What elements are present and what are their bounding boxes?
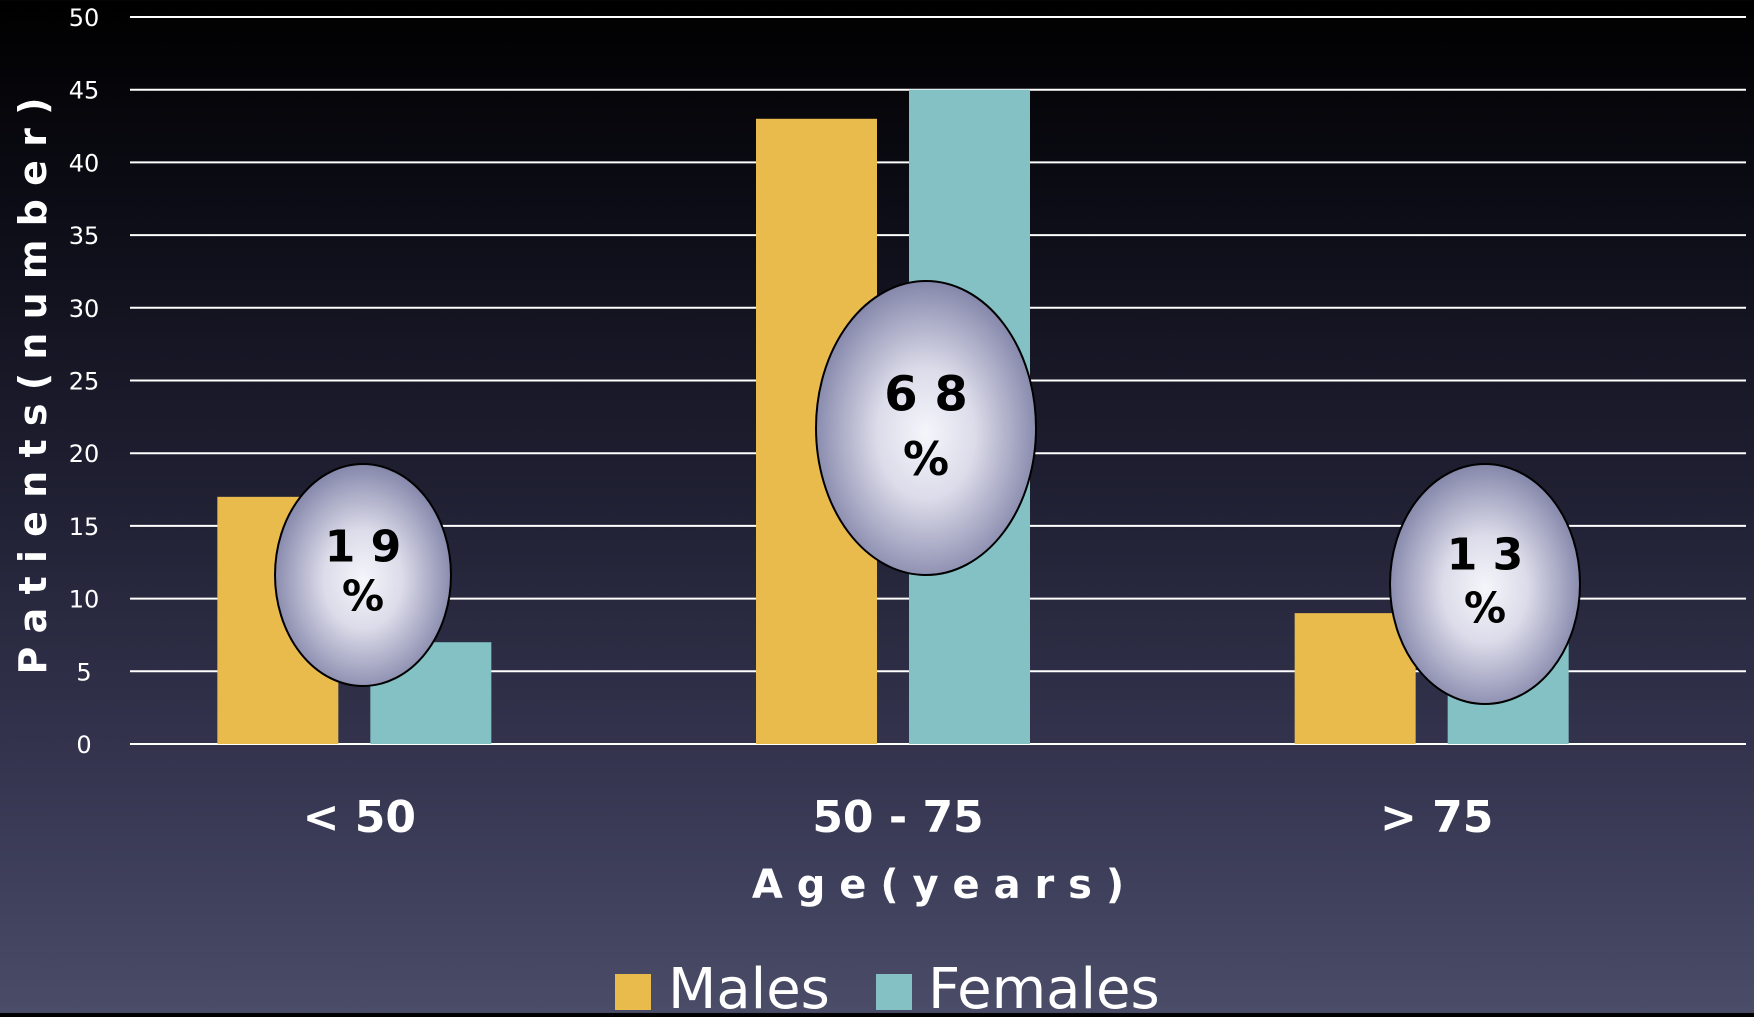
y-axis-ticks: 0 5 10 15 20 25 30 35 40 45 50	[69, 4, 100, 759]
x-axis-ticks: < 50 50 - 75 > 75	[303, 792, 1494, 843]
y-tick-label: 10	[69, 586, 100, 614]
bubble-percent: %	[903, 432, 949, 486]
bubble-number: 6 8	[884, 366, 968, 422]
x-tick-label: 50 - 75	[812, 792, 983, 843]
percent-bubble: 1 9%	[274, 463, 452, 687]
percent-bubbles: 1 9%6 8%1 3%	[274, 280, 1581, 705]
legend: Males Females	[615, 957, 1160, 1017]
bubble-number: 1 3	[1447, 530, 1524, 581]
y-tick-label: 50	[69, 4, 100, 32]
y-tick-label: 45	[69, 77, 100, 105]
y-axis-label: P a t i e n t s ( n u m b e r )	[11, 98, 55, 675]
bubble-number: 1 9	[325, 522, 402, 573]
y-tick-label: 25	[69, 368, 100, 396]
x-axis-label: A g e ( y e a r s )	[752, 862, 1124, 908]
bar-males-2	[1294, 613, 1416, 744]
x-tick-label: < 50	[303, 792, 416, 843]
y-tick-label: 35	[69, 222, 100, 250]
legend-swatch-females	[876, 974, 912, 1010]
bubble-shape	[274, 463, 452, 687]
legend-swatch-males	[615, 974, 651, 1010]
bubble-shape	[1389, 463, 1581, 705]
y-tick-label: 40	[69, 149, 100, 177]
y-tick-label: 5	[76, 658, 91, 686]
bubble-shape	[815, 280, 1037, 576]
bubble-percent: %	[342, 572, 384, 621]
y-tick-label: 0	[76, 731, 91, 759]
legend-label-females: Females	[928, 957, 1160, 1013]
y-tick-label: 15	[69, 513, 100, 541]
percent-bubble: 6 8%	[815, 280, 1037, 576]
y-tick-label: 30	[69, 295, 100, 323]
legend-label-males: Males	[668, 957, 830, 1013]
x-tick-label: > 75	[1380, 792, 1493, 843]
bubble-percent: %	[1464, 583, 1506, 632]
y-tick-label: 20	[69, 440, 100, 468]
percent-bubble: 1 3%	[1389, 463, 1581, 705]
